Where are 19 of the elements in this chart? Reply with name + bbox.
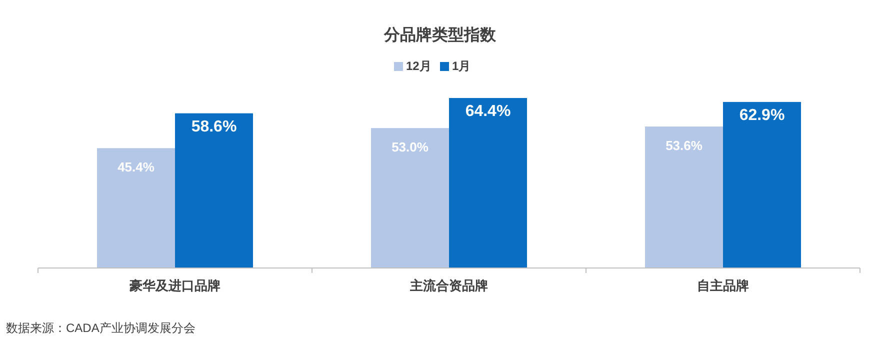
source-note: 数据来源：CADA产业协调发展分会 <box>6 321 196 335</box>
legend-label: 1月 <box>452 59 471 74</box>
bar <box>449 98 527 268</box>
data-label: 62.9% <box>739 107 785 124</box>
x-tick-label: 主流合资品牌 <box>409 278 488 293</box>
x-tick-label: 自主品牌 <box>697 278 749 293</box>
x-tick-label: 豪华及进口品牌 <box>128 278 220 293</box>
chart-title: 分品牌类型指数 <box>383 26 497 44</box>
data-label: 64.4% <box>465 103 511 120</box>
bar <box>645 126 723 268</box>
data-label: 45.4% <box>118 160 155 175</box>
legend-label: 12月 <box>406 59 432 74</box>
bar <box>723 102 801 268</box>
data-label: 58.6% <box>191 118 237 136</box>
bar <box>175 113 253 268</box>
bar <box>371 128 449 268</box>
bar <box>97 148 175 268</box>
data-label: 53.0% <box>392 140 429 155</box>
data-label: 53.6% <box>666 138 703 153</box>
